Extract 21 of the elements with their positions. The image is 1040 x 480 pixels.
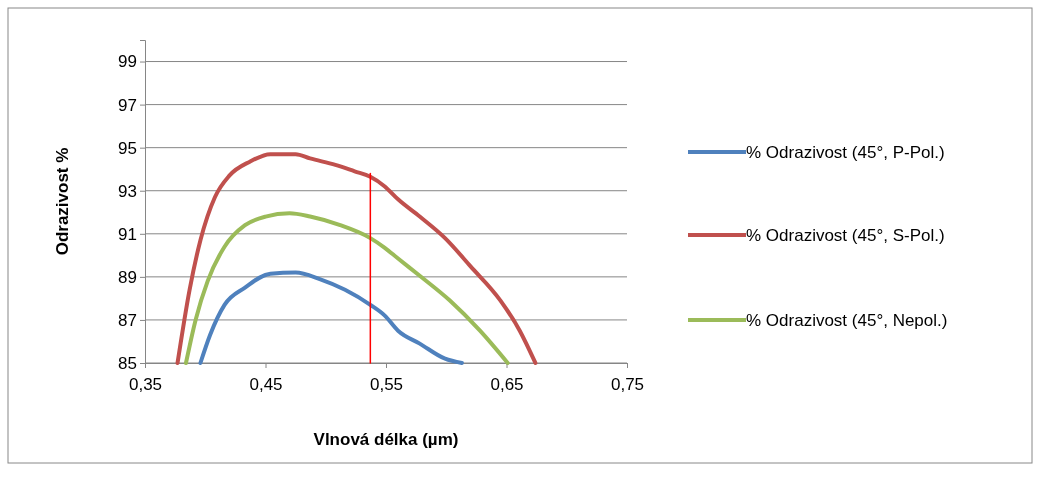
y-tick-label: 85 <box>118 353 137 373</box>
x-tick-label: 0,75 <box>610 374 645 394</box>
y-tick-label: 97 <box>118 95 137 115</box>
line-series <box>175 152 538 365</box>
legend-label: % Odrazivost (45°, P-Pol.) <box>746 143 945 162</box>
legend-label: % Odrazivost (45°, S-Pol.) <box>746 226 945 245</box>
y-tick-label: 93 <box>118 181 137 201</box>
x-axis-title: Vlnová délka (µm) <box>313 430 459 449</box>
line-series <box>183 211 510 365</box>
y-axis-title: Odrazivost % <box>53 147 72 256</box>
x-tick-label: 0,65 <box>490 374 524 394</box>
y-tick-label: 91 <box>118 224 137 244</box>
x-tick-label: 0,45 <box>249 374 283 394</box>
y-tick-label: 99 <box>118 52 137 72</box>
y-tick-label: 89 <box>118 267 137 287</box>
x-tick-label: 0,35 <box>128 374 163 394</box>
x-tick-label: 0,55 <box>369 374 404 394</box>
line-series <box>198 270 464 365</box>
y-tick-label: 95 <box>118 138 137 158</box>
legend-label: % Odrazivost (45°, Nepol.) <box>746 311 948 330</box>
y-tick-label: 87 <box>118 310 137 330</box>
